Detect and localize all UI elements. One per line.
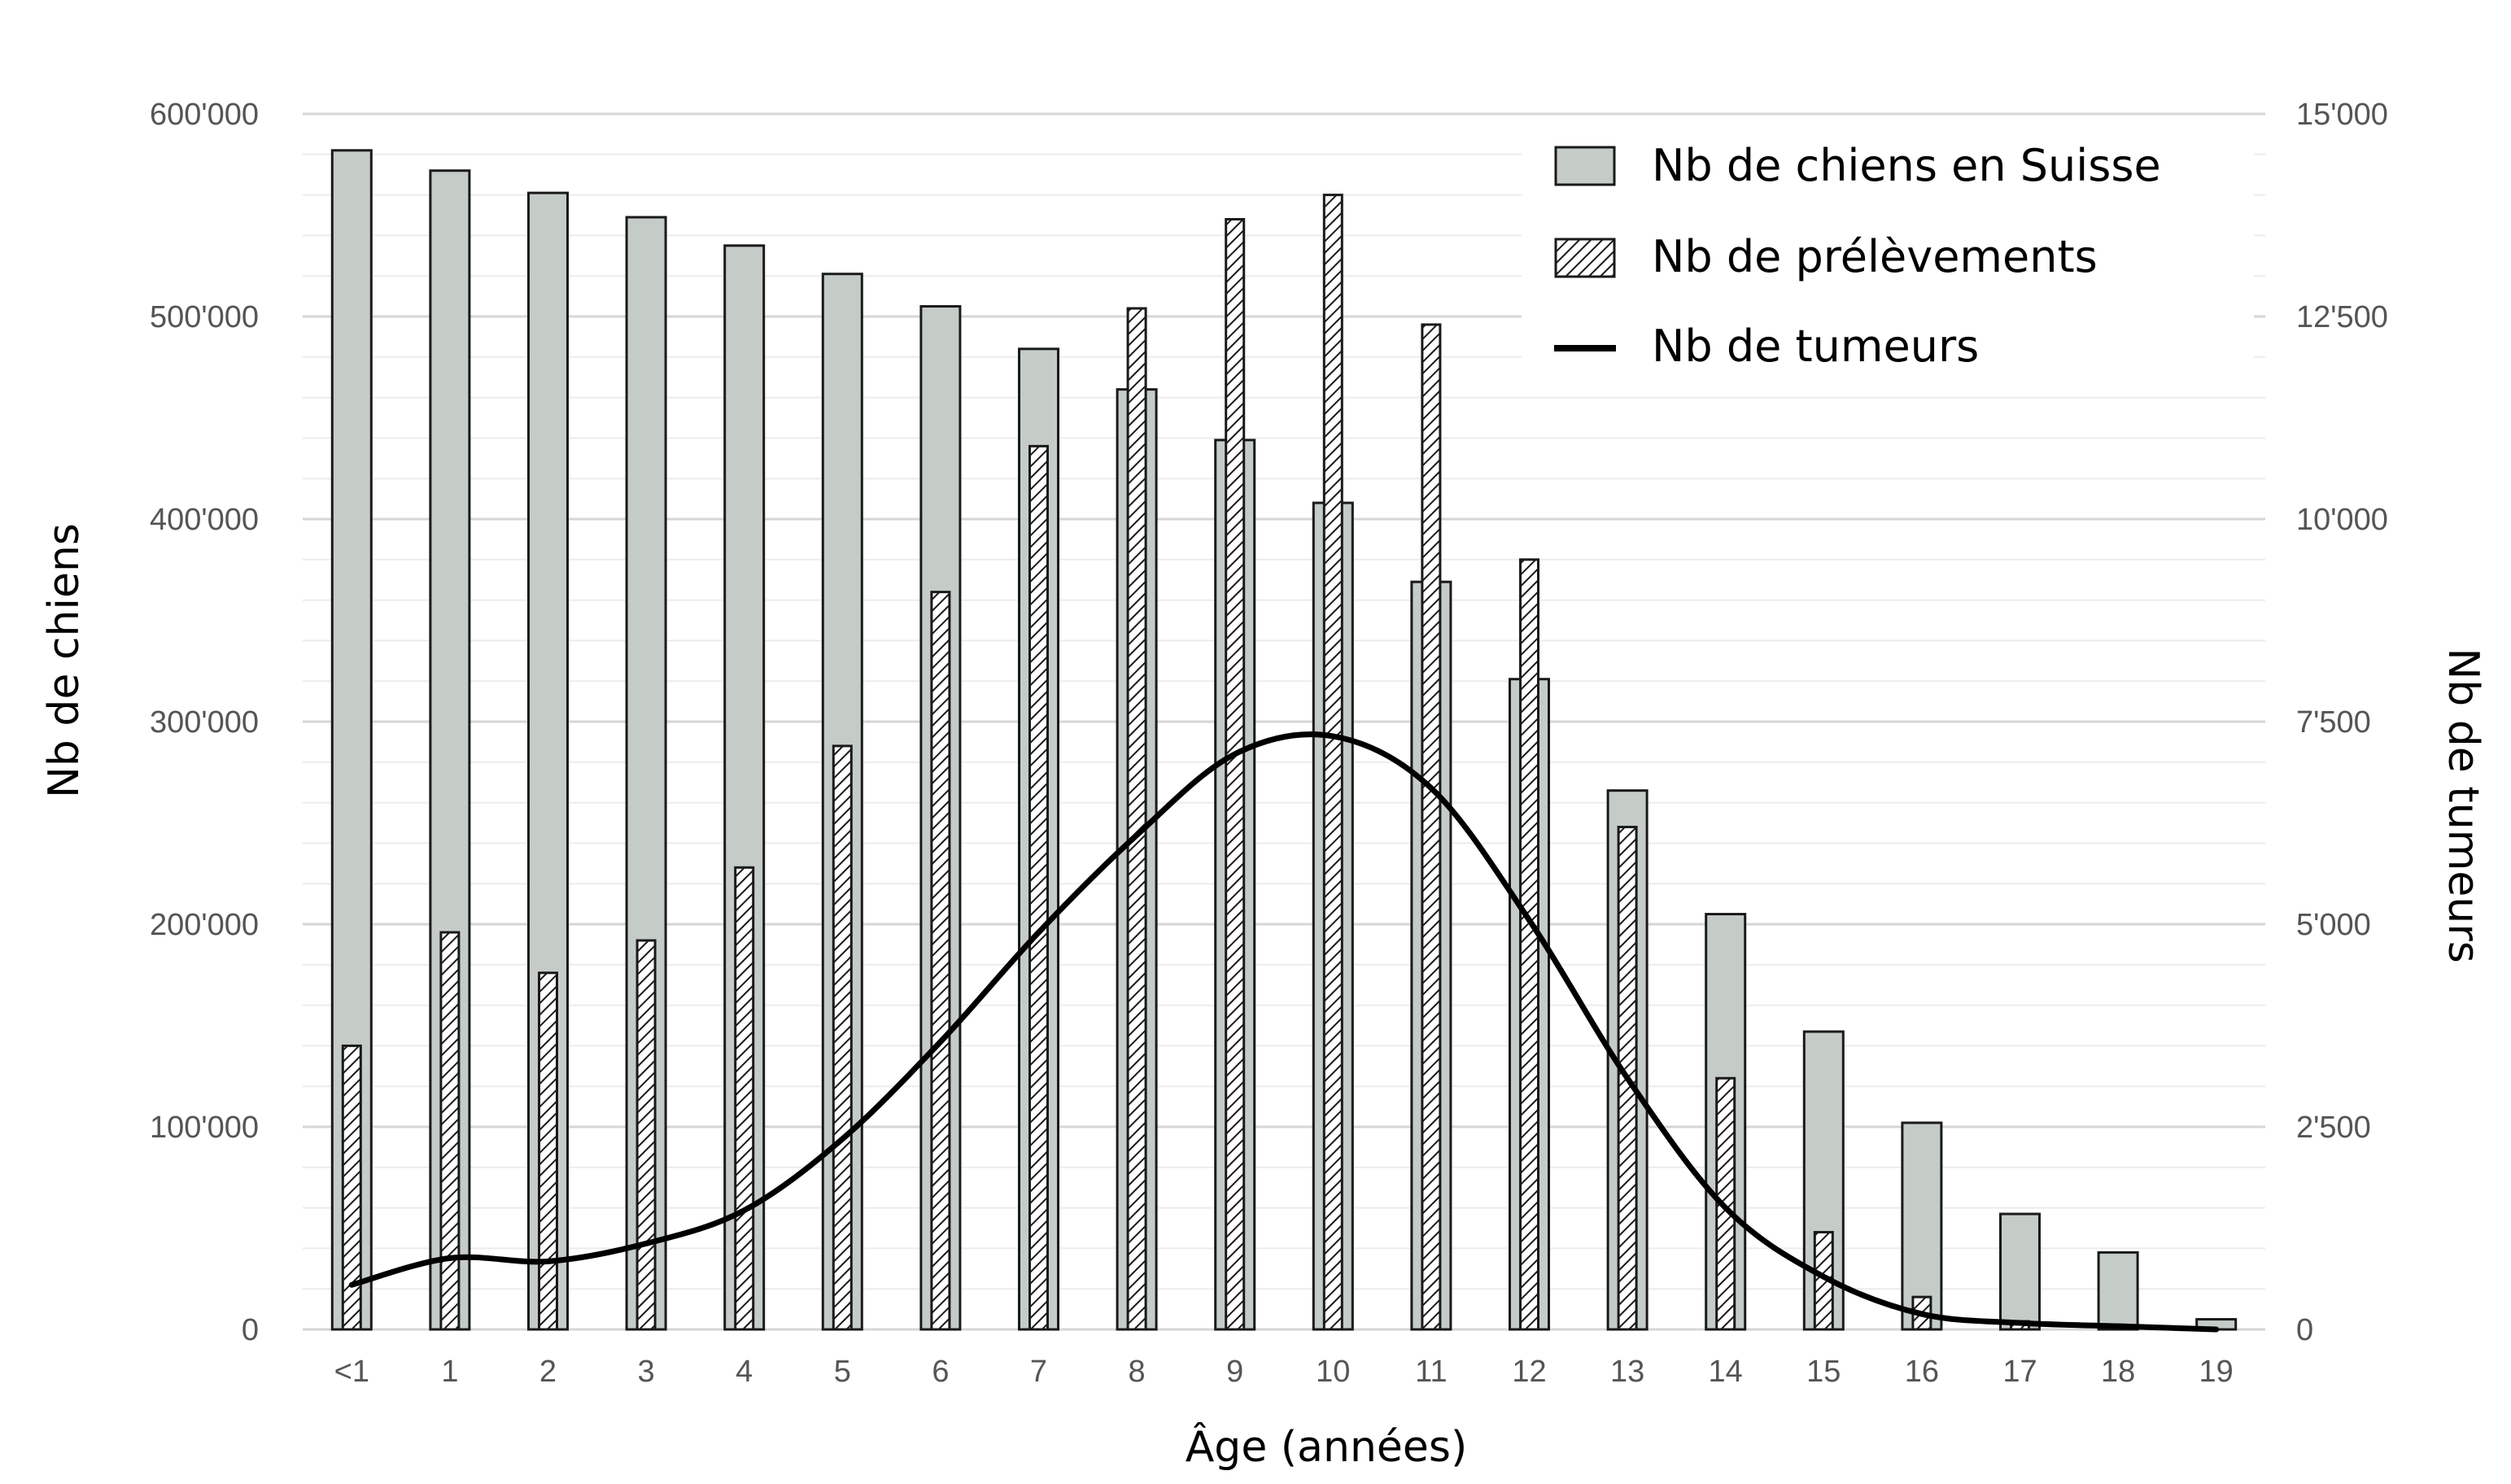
x-tick-label: 19 <box>2199 1355 2234 1389</box>
x-tick-label: 12 <box>1512 1355 1546 1389</box>
x-tick-label: 16 <box>1905 1355 1939 1389</box>
x-tick-label: 3 <box>638 1355 655 1389</box>
x-tick-label: 18 <box>2101 1355 2135 1389</box>
bar-samples <box>930 591 951 1331</box>
bar-samples <box>439 931 461 1331</box>
bar-samples <box>734 866 755 1331</box>
ticks: 0 100'000 200'000 300'000 400'000 500'000 600'… <box>150 98 2388 1389</box>
y-tick-label: 0 <box>242 1313 259 1347</box>
tumor-line <box>348 731 2220 1333</box>
line-tumors <box>348 731 2220 1333</box>
y2-tick-label: 2'500 <box>2296 1111 2371 1145</box>
x-tick-label: 6 <box>932 1355 949 1389</box>
bar-samples <box>1225 217 1246 1331</box>
legend-label-dogs: Nb de chiens en Suisse <box>1652 140 2161 191</box>
y-tick-label: 500'000 <box>150 300 259 334</box>
y-tick-label: 400'000 <box>150 503 259 537</box>
y2-tick-label: 0 <box>2296 1313 2313 1347</box>
x-tick-label: 4 <box>736 1355 753 1389</box>
y2-tick-label: 15'000 <box>2296 98 2388 132</box>
x-tick-label: <1 <box>334 1355 369 1389</box>
legend-label-tumors: Nb de tumeurs <box>1652 321 1979 372</box>
x-tick-label: 17 <box>2002 1355 2037 1389</box>
x-tick-label: 5 <box>834 1355 851 1389</box>
x-tick-label: 10 <box>1316 1355 1350 1389</box>
bar-dogs <box>723 244 766 1331</box>
y2-tick-label: 7'500 <box>2296 705 2371 740</box>
legend-background <box>1522 122 2254 366</box>
x-tick-label: 14 <box>1709 1355 1743 1389</box>
x-tick-label: 13 <box>1610 1355 1644 1389</box>
y-tick-label: 300'000 <box>150 705 259 740</box>
x-tick-label: 1 <box>441 1355 458 1389</box>
y-tick-label: 100'000 <box>150 1111 259 1145</box>
y-tick-label: 600'000 <box>150 98 259 132</box>
x-tick-label: 11 <box>1415 1355 1447 1389</box>
x-tick-label: 15 <box>1806 1355 1841 1389</box>
bar-dogs <box>1999 1212 2041 1331</box>
legend: Nb de chiens en Suisse Nb de prélèvement… <box>1522 122 2254 372</box>
y2-tick-label: 5'000 <box>2296 908 2371 942</box>
bar-samples <box>538 971 558 1331</box>
x-tick-label: 7 <box>1030 1355 1047 1389</box>
bar-samples <box>832 744 853 1331</box>
x-tick-label: 9 <box>1226 1355 1243 1389</box>
x-tick-label: 2 <box>539 1355 557 1389</box>
bar-samples <box>341 1044 362 1331</box>
bar-samples <box>1322 194 1343 1331</box>
bar-samples <box>635 939 657 1331</box>
y2-tick-label: 12'500 <box>2296 300 2388 334</box>
bar-dogs <box>2097 1250 2139 1331</box>
bar-samples <box>1519 558 1539 1331</box>
y2-tick-label: 10'000 <box>2296 503 2388 537</box>
bar-samples <box>1126 307 1147 1331</box>
bars <box>330 149 2238 1331</box>
y2-axis-title: Nb de tumeurs <box>2439 648 2487 962</box>
y-tick-label: 200'000 <box>150 908 259 942</box>
legend-swatch-samples <box>1554 238 1616 278</box>
y-axis-title: Nb de chiens <box>40 523 89 798</box>
x-axis-title: Âge (années) <box>1186 1422 1468 1472</box>
x-tick-label: 8 <box>1129 1355 1146 1389</box>
legend-swatch-dogs <box>1554 146 1616 186</box>
bar-samples <box>1028 444 1049 1331</box>
legend-label-samples: Nb de prélèvements <box>1652 231 2098 282</box>
bar-samples <box>1421 323 1442 1331</box>
